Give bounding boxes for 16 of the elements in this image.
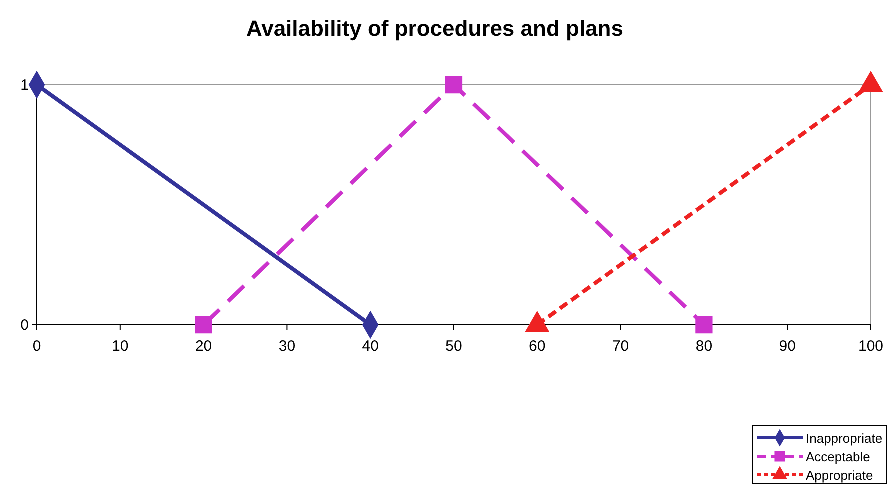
x-tick-label: 40 bbox=[362, 338, 379, 355]
chart-title: Availability of procedures and plans bbox=[246, 16, 624, 41]
x-tick-label: 20 bbox=[195, 338, 212, 355]
legend-label: Inappropriate bbox=[806, 431, 883, 446]
legend-label: Acceptable bbox=[806, 450, 870, 464]
x-tick-label: 10 bbox=[112, 338, 129, 355]
x-tick-label: 60 bbox=[529, 338, 546, 355]
x-tick-label: 50 bbox=[446, 338, 462, 355]
legend-label: Appropriate bbox=[806, 468, 874, 483]
x-tick-label: 80 bbox=[696, 338, 713, 355]
x-tick-label: 70 bbox=[612, 338, 630, 355]
y-tick-label: 1 bbox=[20, 76, 29, 94]
x-tick-label: 90 bbox=[779, 338, 796, 355]
x-tick-label: 0 bbox=[32, 338, 42, 355]
x-tick-label: 30 bbox=[278, 338, 296, 355]
x-tick-label: 100 bbox=[858, 338, 884, 355]
